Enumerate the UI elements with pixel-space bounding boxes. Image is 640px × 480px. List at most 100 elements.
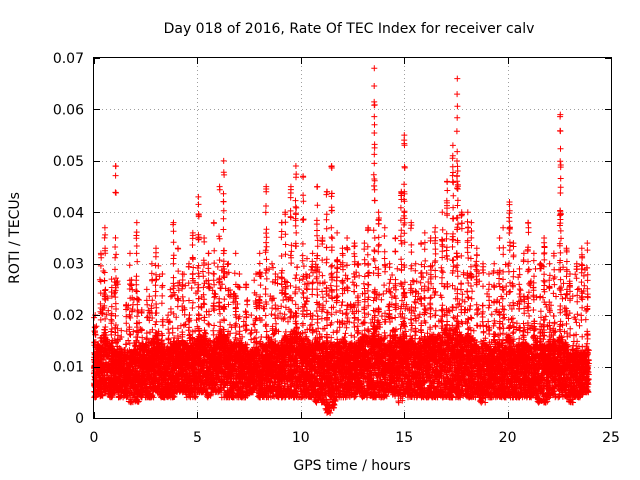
data-point — [153, 245, 159, 252]
data-point — [243, 281, 250, 288]
data-point — [262, 285, 269, 292]
data-point — [101, 331, 108, 338]
data-point — [108, 328, 115, 335]
data-point — [221, 296, 228, 303]
data-point — [93, 323, 100, 330]
data-point — [220, 247, 227, 254]
data-point — [101, 224, 108, 231]
data-point — [220, 190, 227, 197]
data-point — [278, 234, 285, 241]
data-point — [247, 330, 254, 337]
data-point — [220, 215, 227, 222]
data-point — [101, 277, 108, 284]
data-point — [251, 277, 258, 284]
data-point — [105, 390, 112, 397]
chart-title: Day 018 of 2016, Rate Of TEC Index for r… — [164, 21, 535, 37]
data-point — [91, 394, 98, 401]
data-point — [133, 219, 140, 226]
data-point — [272, 302, 279, 309]
data-point — [211, 322, 218, 329]
data-point — [126, 262, 133, 269]
data-point — [101, 304, 108, 311]
data-point — [152, 321, 159, 328]
data-point — [263, 275, 270, 282]
data-point — [256, 250, 263, 257]
data-point — [152, 292, 159, 299]
data-point — [101, 326, 108, 333]
data-point — [108, 310, 115, 317]
data-point — [256, 260, 263, 267]
data-point — [101, 234, 108, 241]
data-point — [112, 234, 119, 241]
data-point — [97, 360, 104, 367]
data-point — [189, 270, 196, 277]
data-point — [278, 228, 285, 235]
data-point — [169, 329, 176, 336]
data-point — [133, 250, 140, 257]
data-point — [108, 320, 115, 327]
data-point — [112, 266, 118, 273]
data-point — [263, 203, 269, 209]
data-point — [133, 243, 140, 249]
data-point — [127, 331, 134, 338]
data-point — [263, 239, 270, 246]
data-point — [233, 320, 240, 327]
data-point — [123, 320, 130, 327]
data-point — [112, 189, 119, 196]
data-point — [101, 291, 108, 298]
data-point — [155, 262, 162, 269]
data-point — [186, 260, 192, 267]
data-point — [185, 327, 192, 334]
data-point — [112, 254, 119, 261]
data-point — [179, 285, 186, 292]
data-point — [112, 163, 119, 169]
data-point — [262, 322, 269, 329]
data-point — [134, 334, 141, 340]
data-point — [205, 250, 212, 257]
data-point — [189, 305, 196, 311]
data-point — [134, 258, 141, 265]
data-point — [152, 282, 159, 289]
data-point — [101, 349, 108, 356]
data-point — [170, 255, 177, 262]
data-point — [189, 255, 196, 262]
data-points — [91, 65, 592, 416]
data-point — [158, 300, 165, 307]
data-point — [159, 292, 166, 299]
data-point — [251, 321, 258, 328]
data-point — [278, 274, 285, 281]
data-point — [102, 296, 109, 303]
data-point — [236, 271, 243, 277]
data-point — [101, 386, 108, 393]
data-point — [143, 286, 150, 293]
data-point — [133, 235, 140, 242]
data-point — [135, 296, 141, 303]
data-point — [153, 318, 160, 325]
data-point — [236, 284, 242, 291]
data-point — [268, 311, 275, 318]
data-point — [103, 371, 110, 378]
data-point — [263, 328, 270, 335]
data-point — [231, 270, 238, 277]
data-point — [127, 281, 134, 288]
data-point — [201, 235, 208, 241]
data-point — [262, 312, 269, 319]
data-point — [108, 276, 115, 283]
data-point — [221, 171, 228, 178]
data-point — [216, 183, 223, 190]
data-point — [269, 305, 276, 312]
data-point — [100, 357, 107, 364]
data-point — [165, 312, 172, 319]
data-point — [257, 282, 264, 289]
data-point — [108, 393, 115, 400]
data-point — [263, 234, 270, 241]
data-point — [220, 226, 227, 233]
data-point — [167, 286, 174, 293]
data-point — [220, 207, 227, 214]
data-point — [170, 274, 177, 281]
data-point — [133, 287, 140, 294]
data-point — [133, 229, 140, 236]
data-point — [211, 260, 218, 267]
data-point — [195, 193, 202, 200]
